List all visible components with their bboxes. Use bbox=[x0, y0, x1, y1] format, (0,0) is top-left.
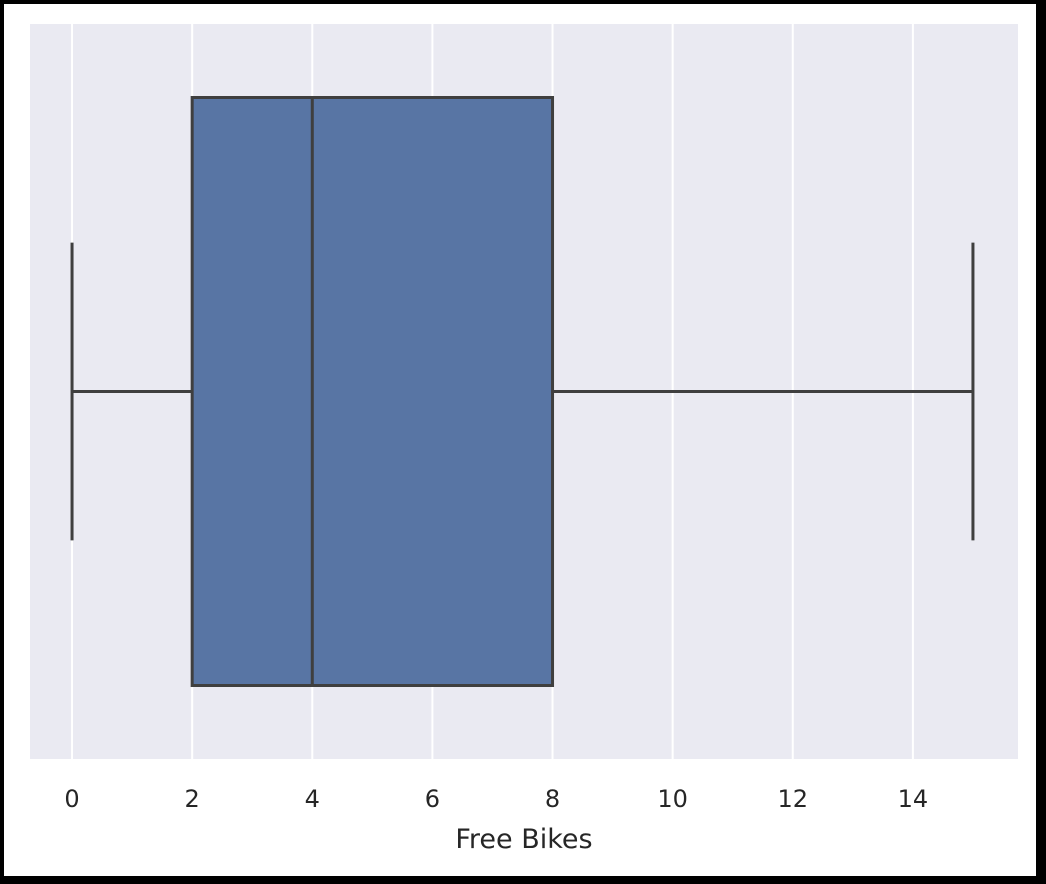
figure: 0 2 4 6 8 10 12 14 Free Bikes bbox=[4, 4, 1036, 876]
box-plot-marks bbox=[70, 96, 975, 687]
x-tick-label-2: 2 bbox=[185, 785, 200, 813]
x-tick-label-6: 6 bbox=[425, 785, 440, 813]
box-plot-chart: 0 2 4 6 8 10 12 14 Free Bikes bbox=[30, 24, 1018, 855]
x-tick-label-10: 10 bbox=[657, 785, 688, 813]
x-tick-label-8: 8 bbox=[545, 785, 560, 813]
x-axis-ticks: 0 2 4 6 8 10 12 14 bbox=[64, 785, 928, 813]
x-tick-label-0: 0 bbox=[64, 785, 79, 813]
interquartile-box bbox=[190, 96, 555, 687]
x-tick-label-14: 14 bbox=[898, 785, 929, 813]
x-tick-label-4: 4 bbox=[305, 785, 320, 813]
x-tick-label-12: 12 bbox=[777, 785, 808, 813]
x-axis-label: Free Bikes bbox=[455, 824, 592, 855]
